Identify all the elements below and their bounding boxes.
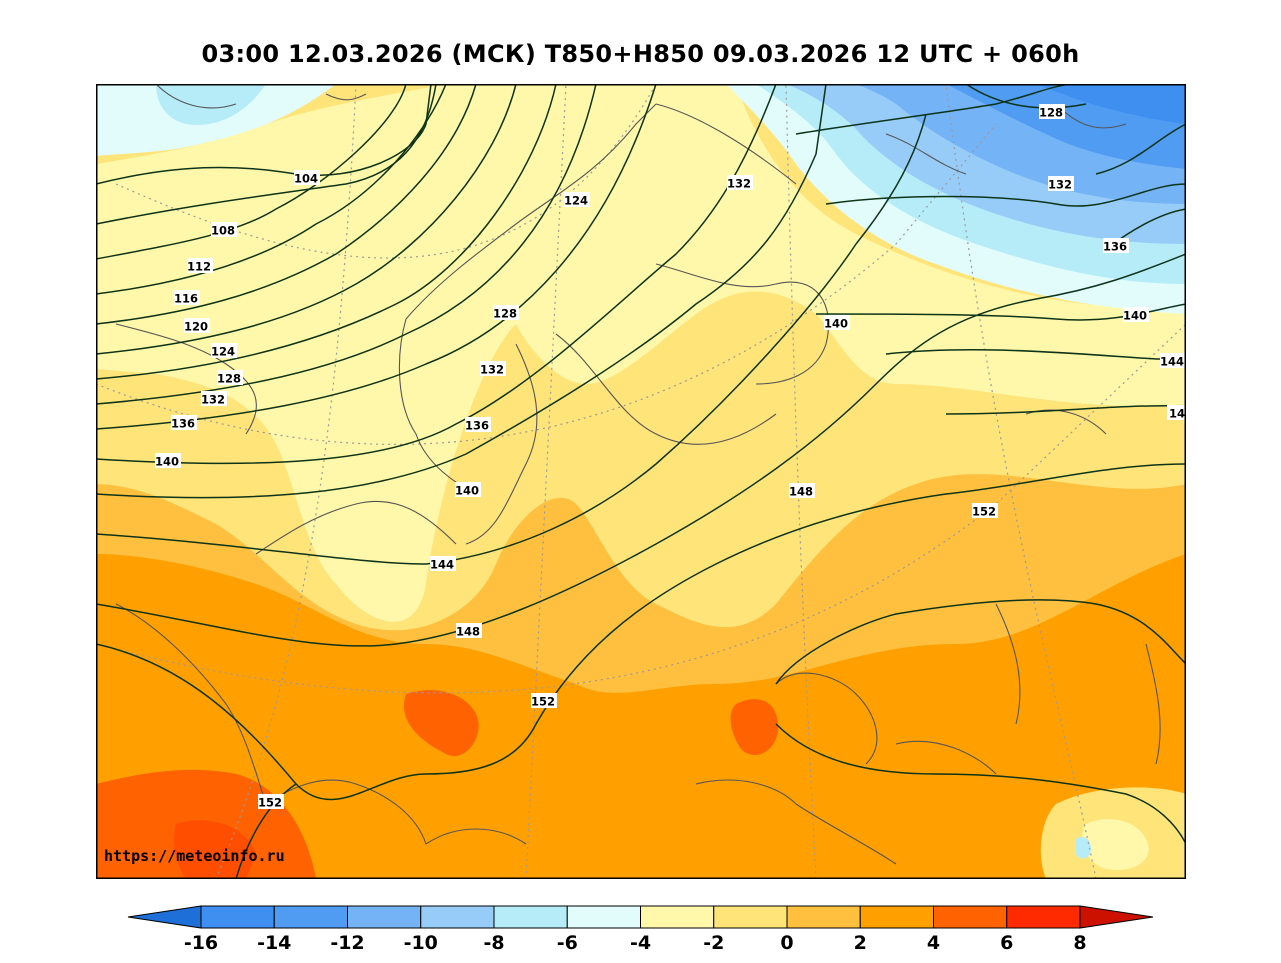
colorbar-tick-label: -12 (330, 932, 364, 954)
colorbar-arrow-high (1079, 905, 1154, 929)
contour-label: 112 (187, 260, 211, 274)
colorbar-tick-label: -8 (483, 932, 504, 954)
contour-label: 120 (184, 320, 208, 334)
colorbar-swatch (273, 905, 348, 929)
colorbar-swatches (127, 905, 1154, 929)
contour-labels: 128 132 136 140 144 14 104 124 132 108 1… (155, 104, 1186, 810)
contour-label: 116 (174, 292, 198, 306)
contour-label: 104 (294, 172, 318, 186)
colorbar-swatch (713, 905, 788, 929)
contour-label: 140 (455, 484, 479, 498)
colorbar-tick-labels: -16 -14 -12 -10 -8 -6 -4 -2 0 2 4 6 8 (184, 932, 1087, 954)
colorbar-swatch (347, 905, 422, 929)
contour-label: 128 (1039, 106, 1063, 120)
temperature-height-map: 128 132 136 140 144 14 104 124 132 108 1… (96, 84, 1186, 879)
contour-label: 144 (1160, 355, 1184, 369)
contour-label: 132 (1048, 178, 1072, 192)
contour-label: 148 (456, 625, 480, 639)
contour-label: 140 (1123, 309, 1147, 323)
contour-label: 140 (155, 455, 179, 469)
coastlines (115, 84, 1161, 865)
map-title: 03:00 12.03.2026 (МСК) T850+H850 09.03.2… (201, 40, 1080, 68)
contour-label: 140 (824, 317, 848, 331)
colorbar-tick-label: -2 (703, 932, 724, 954)
contour-label: 152 (972, 505, 996, 519)
contour-label: 124 (211, 345, 235, 359)
colorbar-swatch (420, 905, 495, 929)
colorbar-swatch (859, 905, 934, 929)
colorbar-tick-label: 8 (1073, 932, 1086, 954)
contour-label: 148 (789, 485, 813, 499)
colorbar-swatch (640, 905, 715, 929)
contour-label: 124 (564, 194, 588, 208)
colorbar-tick-label: 4 (927, 932, 940, 954)
temperature-colorbar: -16 -14 -12 -10 -8 -6 -4 -2 0 2 4 6 8 (127, 905, 1154, 954)
temp-zone-neg4-neg2 (96, 84, 1186, 622)
colorbar-tick-label: -4 (630, 932, 651, 954)
contour-label: 128 (493, 307, 517, 321)
contour-label: 132 (201, 393, 225, 407)
contour-label: 136 (1103, 240, 1127, 254)
source-watermark: https://meteoinfo.ru (104, 847, 285, 865)
colorbar-swatch (566, 905, 641, 929)
colorbar-tick-label: -6 (557, 932, 578, 954)
colorbar-swatch (200, 905, 275, 929)
contour-label: 14 (1169, 407, 1185, 421)
temp-zone-4-6 (404, 690, 479, 756)
colorbar-swatch (786, 905, 861, 929)
colorbar-tick-label: -16 (184, 932, 218, 954)
contour-label: 132 (727, 177, 751, 191)
colorbar-swatch (493, 905, 568, 929)
contour-label: 128 (217, 372, 241, 386)
colorbar-swatch (933, 905, 1008, 929)
colorbar-arrow-low (127, 905, 202, 929)
contour-label: 144 (430, 558, 454, 572)
colorbar-swatch (1006, 905, 1081, 929)
colorbar-tick-label: -10 (404, 932, 438, 954)
contour-label: 136 (465, 419, 489, 433)
contour-label: 152 (258, 796, 282, 810)
colorbar-tick-label: 0 (780, 932, 793, 954)
map-frame (96, 84, 1186, 879)
contour-label: 132 (480, 363, 504, 377)
colorbar-tick-label: -14 (257, 932, 291, 954)
colorbar-tick-label: 2 (854, 932, 867, 954)
contour-label: 136 (171, 417, 195, 431)
contour-label: 152 (531, 695, 555, 709)
contour-label: 108 (211, 224, 235, 238)
colorbar-tick-label: 6 (1000, 932, 1013, 954)
